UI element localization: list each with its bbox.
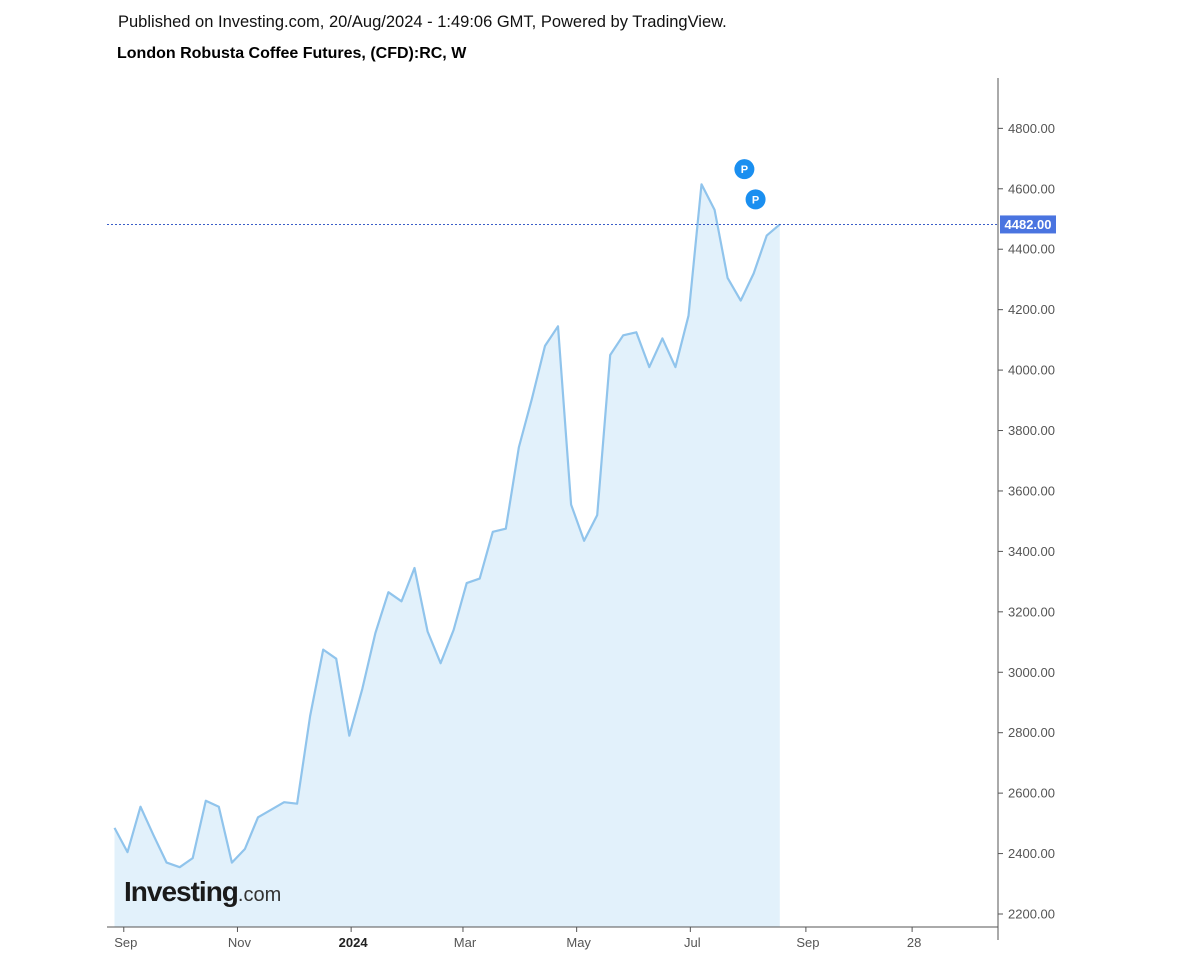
y-tick-label: 4400.00: [1008, 242, 1055, 257]
price-line-layer: 4482.00: [107, 183, 1056, 869]
y-tick-label: 3400.00: [1008, 544, 1055, 559]
y-tick-label: 4600.00: [1008, 181, 1055, 196]
last-price-label-bg: [1000, 215, 1056, 234]
y-tick-label: 2400.00: [1008, 846, 1055, 861]
marker-layer: PP: [734, 159, 766, 210]
last-price-label: 4482.00: [1005, 217, 1052, 232]
x-tick-label: Jul: [684, 935, 701, 950]
y-tick-label: 4800.00: [1008, 121, 1055, 136]
y-tick-label: 2800.00: [1008, 725, 1055, 740]
y-tick-label: 3200.00: [1008, 604, 1055, 619]
logo-main-text: Investing: [124, 876, 239, 907]
x-tick-label: Nov: [228, 935, 252, 950]
y-tick-label: 3800.00: [1008, 423, 1055, 438]
x-tick-label: May: [566, 935, 591, 950]
p-marker-circle: [734, 159, 755, 180]
chart-title: London Robusta Coffee Futures, (CFD):RC,…: [117, 45, 467, 62]
axis-layer: 2200.00 2400.00 2600.00 2800.00 3000.00 3200.…: [107, 78, 1055, 950]
y-tick-label: 4000.00: [1008, 363, 1055, 378]
p-marker[interactable]: P: [734, 159, 755, 180]
published-info: Published on Investing.com, 20/Aug/2024 …: [118, 13, 727, 31]
y-tick-label: 2600.00: [1008, 786, 1055, 801]
x-tick-label: Mar: [454, 935, 477, 950]
y-tick-label: 2200.00: [1008, 907, 1055, 922]
p-marker-label: P: [752, 194, 759, 206]
x-tick-label: Sep: [796, 935, 819, 950]
x-tick-label: 2024: [339, 935, 369, 950]
p-marker[interactable]: P: [745, 189, 766, 210]
y-tick-label: 3600.00: [1008, 483, 1055, 498]
price-area-fill: [114, 184, 780, 928]
y-tick-label: 3000.00: [1008, 665, 1055, 680]
p-marker-label: P: [741, 164, 748, 176]
area-layer: [114, 184, 780, 928]
x-tick-label: 28: [907, 935, 921, 950]
y-tick-label: 4200.00: [1008, 302, 1055, 317]
price-line: [113, 183, 781, 869]
investing-logo: Investing.com: [124, 876, 281, 908]
x-tick-label: Sep: [114, 935, 137, 950]
logo-suffix-text: .com: [237, 884, 282, 906]
p-marker-circle: [745, 189, 766, 210]
